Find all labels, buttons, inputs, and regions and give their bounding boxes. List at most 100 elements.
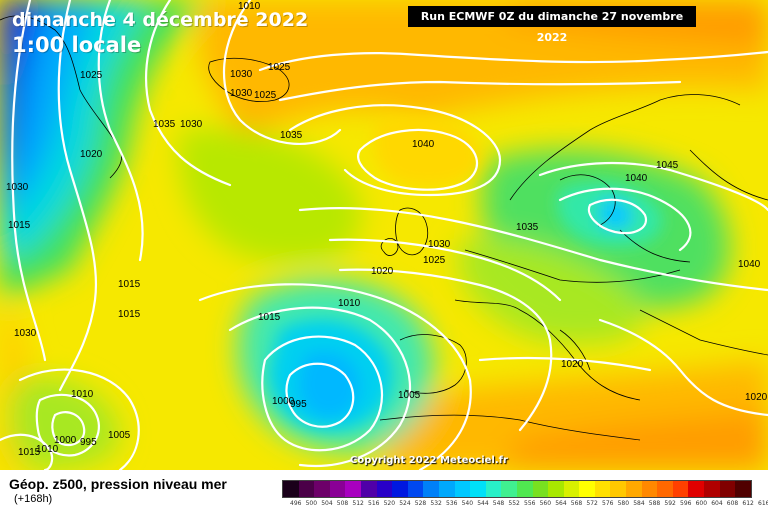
color-scale-tick-label: 572: [586, 500, 598, 507]
color-scale-tick-label: 616: [758, 500, 768, 507]
isobar-labels: 1010 1025 1030 1030 1025 1025 1020 1030 …: [6, 1, 768, 458]
color-scale-swatch: [376, 481, 393, 497]
color-scale-swatch: [392, 481, 408, 497]
color-scale-swatch: [501, 481, 517, 497]
color-scale-tick-label: 608: [726, 500, 739, 507]
color-scale-tick-label: 548: [492, 500, 505, 507]
color-scale-swatch: [735, 481, 751, 497]
model-run-banner: Run ECMWF 0Z du dimanche 27 novembre 202…: [408, 6, 696, 44]
color-scale-tick-label: 500: [305, 500, 318, 507]
color-scale-tick-label: 556: [524, 500, 536, 507]
geopotential-field: [0, 0, 768, 470]
color-scale-tick-label: 612: [742, 500, 754, 507]
isobar-label: 1020: [561, 359, 584, 370]
copyright-text: Copyright 2022 Meteociel.fr: [350, 455, 508, 466]
color-scale-swatch: [672, 481, 689, 497]
isobar-label: 1005: [108, 430, 131, 441]
color-scale-swatch: [548, 481, 564, 497]
color-scale-swatch: [423, 481, 439, 497]
isobar-label: 1015: [118, 279, 141, 290]
isobar-label: 1025: [423, 255, 446, 266]
color-scale-tick-label: 544: [477, 500, 489, 507]
color-scale-swatch: [454, 481, 471, 497]
color-scale-tick-label: 604: [711, 500, 723, 507]
forecast-hour: 1:00 locale: [12, 33, 142, 57]
isobar-label: 995: [80, 437, 97, 448]
forecast-date: dimanche 4 décembre 2022: [12, 9, 309, 31]
isobar-label: 1010: [338, 298, 361, 309]
color-scale-tick-label: 580: [617, 500, 630, 507]
color-scale-tick-label: 524: [399, 500, 411, 507]
color-scale-swatch: [314, 481, 330, 497]
color-scale-swatch: [329, 481, 346, 497]
color-scale-tick-label: 536: [446, 500, 458, 507]
forecast-lead-time: (+168h): [14, 493, 53, 505]
color-scale-tick-label: 600: [695, 500, 708, 507]
color-scale-ticks: 496 500 504 508 512 516 520 524 528 532 536 540 544 5…: [290, 500, 768, 510]
color-scale-swatch: [610, 481, 627, 497]
color-scale-tick-label: 584: [633, 500, 645, 507]
color-scale-tick-label: 528: [414, 500, 427, 507]
color-scale-swatch: [657, 481, 673, 497]
color-scale-swatch: [688, 481, 705, 497]
isobar-label: 1030: [428, 239, 451, 250]
color-scale-tick-label: 564: [555, 500, 567, 507]
isobar-label: 1035: [280, 130, 303, 141]
isobar-label: 1040: [738, 259, 761, 270]
color-scale-tick-label: 576: [602, 500, 614, 507]
color-scale-tick-label: 540: [461, 500, 474, 507]
color-scale-tick-label: 512: [352, 500, 364, 507]
isobar-label: 1035: [516, 222, 539, 233]
color-scale-swatch: [283, 481, 299, 497]
isobar-label: 1020: [371, 266, 394, 277]
color-scale-swatch: [360, 481, 377, 497]
color-scale-swatch: [704, 481, 720, 497]
color-scale-swatch: [298, 481, 315, 497]
color-scale-swatch: [594, 481, 611, 497]
isobar-label: 1020: [80, 149, 103, 160]
color-scale-tick-label: 496: [290, 500, 302, 507]
color-scale: [282, 480, 752, 498]
isobar-label: 1020: [745, 392, 768, 403]
color-scale-tick-label: 532: [430, 500, 442, 507]
isobar-label: 1030: [14, 328, 37, 339]
isobar-label: 1030: [180, 119, 203, 130]
color-scale-tick-label: 552: [508, 500, 520, 507]
isobar-label: 1000: [54, 435, 77, 446]
color-scale-swatch: [470, 481, 486, 497]
color-scale-swatch: [579, 481, 595, 497]
color-scale-swatch: [485, 481, 502, 497]
isobar-label: 1010: [36, 444, 59, 455]
isobars: [0, 0, 768, 470]
isobar-label: 1015: [258, 312, 281, 323]
isobar-label: 1015: [18, 447, 41, 458]
isobar-label: 1030: [6, 182, 29, 193]
color-scale-swatch: [345, 481, 361, 497]
color-scale-tick-label: 520: [383, 500, 396, 507]
isobar-label: 1000: [272, 396, 295, 407]
legend-panel: Géop. z500, pression niveau mer (+168h) …: [0, 470, 768, 512]
color-scale-tick-label: 560: [539, 500, 552, 507]
isobar-label: 995: [290, 399, 307, 410]
isobar-label: 1035: [153, 119, 176, 130]
color-scale-tick-label: 588: [648, 500, 661, 507]
coastlines: [0, 15, 768, 441]
parameter-title: Géop. z500, pression niveau mer: [9, 476, 227, 492]
isobar-label: 1010: [71, 389, 94, 400]
isobar-label: 1025: [80, 70, 103, 81]
color-scale-tick-label: 508: [336, 500, 349, 507]
isobar-label: 1015: [118, 309, 141, 320]
isobar-label: 1005: [398, 390, 421, 401]
color-scale-tick-label: 516: [368, 500, 380, 507]
color-scale-swatch: [719, 481, 736, 497]
color-scale-swatch: [407, 481, 424, 497]
color-scale-swatch: [641, 481, 658, 497]
isobar-label: 1040: [412, 139, 435, 150]
color-scale-swatch: [532, 481, 549, 497]
isobar-label: 1030: [230, 69, 253, 80]
weather-map: 1010 1025 1030 1030 1025 1025 1020 1030 …: [0, 0, 768, 470]
isobar-label: 1025: [254, 90, 277, 101]
isobar-label: 1045: [656, 160, 679, 171]
isobar-label: 1030: [230, 88, 253, 99]
